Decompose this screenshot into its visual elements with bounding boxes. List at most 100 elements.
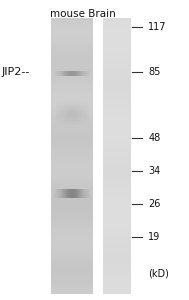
Bar <box>62 110 63 111</box>
Bar <box>51 51 93 54</box>
Bar <box>69 109 70 110</box>
Bar <box>61 110 62 111</box>
Bar <box>77 103 78 104</box>
Bar <box>60 106 61 107</box>
Bar <box>63 101 64 103</box>
Text: (kD): (kD) <box>148 268 169 278</box>
Bar <box>64 109 65 110</box>
Bar <box>64 106 65 107</box>
Bar <box>103 291 131 294</box>
Bar <box>66 113 67 115</box>
Bar <box>84 115 85 116</box>
Bar <box>59 122 60 123</box>
Bar <box>80 119 81 121</box>
Bar <box>61 103 62 104</box>
Bar <box>63 124 64 125</box>
Bar <box>86 107 87 109</box>
Bar <box>78 116 79 117</box>
Bar <box>73 113 74 115</box>
Bar <box>103 211 131 214</box>
Bar <box>68 104 69 105</box>
Bar <box>103 134 131 137</box>
Bar <box>85 117 86 118</box>
Bar <box>51 142 93 145</box>
Bar <box>86 71 87 76</box>
Bar <box>69 111 70 112</box>
Bar <box>60 116 61 117</box>
Bar <box>69 105 70 106</box>
Bar <box>83 121 84 122</box>
Bar <box>79 189 80 198</box>
Bar <box>103 161 131 164</box>
Bar <box>66 109 67 110</box>
Bar <box>77 119 78 121</box>
Bar <box>86 124 87 125</box>
Bar <box>103 280 131 283</box>
Bar <box>75 103 76 104</box>
Bar <box>79 122 80 123</box>
Bar <box>81 105 82 106</box>
Bar <box>81 107 82 109</box>
Bar <box>51 200 93 203</box>
Bar <box>74 123 75 124</box>
Bar <box>84 110 85 111</box>
Bar <box>87 103 88 104</box>
Bar <box>79 111 80 112</box>
Bar <box>76 105 77 106</box>
Bar <box>70 121 71 122</box>
Bar <box>85 101 86 103</box>
Bar <box>51 175 93 178</box>
Bar <box>78 107 79 109</box>
Bar <box>87 119 88 121</box>
Bar <box>88 117 89 118</box>
Bar <box>103 112 131 115</box>
Bar <box>56 110 57 111</box>
Bar <box>103 95 131 98</box>
Bar <box>76 116 77 117</box>
Bar <box>84 109 85 110</box>
Bar <box>51 73 93 76</box>
Bar <box>103 151 131 153</box>
Bar <box>51 98 93 101</box>
Bar <box>57 71 58 76</box>
Bar <box>64 111 65 112</box>
Bar <box>59 124 60 125</box>
Bar <box>69 124 70 125</box>
Bar <box>62 106 63 107</box>
Bar <box>56 115 57 116</box>
Bar <box>82 111 83 112</box>
Bar <box>103 250 131 253</box>
Bar <box>88 113 89 115</box>
Bar <box>78 111 79 112</box>
Bar <box>83 113 84 115</box>
Bar <box>72 124 73 125</box>
Bar <box>103 247 131 250</box>
Bar <box>76 103 77 104</box>
Bar <box>103 170 131 172</box>
Bar <box>103 206 131 208</box>
Bar <box>80 116 81 117</box>
Bar <box>67 71 68 76</box>
Bar <box>51 186 93 189</box>
Bar <box>75 118 76 119</box>
Bar <box>81 101 82 103</box>
Bar <box>103 286 131 289</box>
Bar <box>65 117 66 118</box>
Bar <box>72 109 73 110</box>
Bar <box>66 115 67 116</box>
Bar <box>80 107 81 109</box>
Bar <box>64 123 65 124</box>
Bar <box>60 122 61 123</box>
Bar <box>51 40 93 43</box>
Bar <box>70 123 71 124</box>
Bar <box>60 117 61 118</box>
Bar <box>51 184 93 186</box>
Bar <box>66 121 67 122</box>
Bar <box>82 121 83 122</box>
Bar <box>51 128 93 131</box>
Bar <box>77 112 78 113</box>
Bar <box>76 113 77 115</box>
Bar <box>72 118 73 119</box>
Bar <box>88 111 89 112</box>
Bar <box>83 106 84 107</box>
